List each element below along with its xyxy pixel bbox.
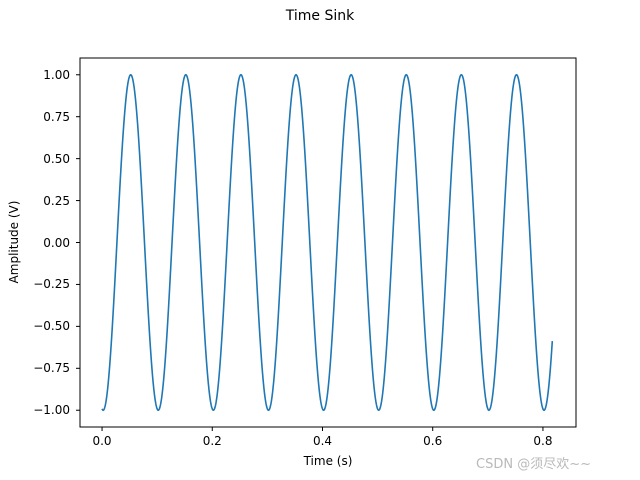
- x-tick-label: 0.6: [423, 434, 443, 448]
- x-tick-label: 0.8: [533, 434, 553, 448]
- y-tick-label: 0.75: [43, 109, 70, 124]
- x-tick-label: 0.0: [92, 434, 112, 448]
- y-tick-label: 1.00: [43, 67, 70, 82]
- x-tick-label: 0.4: [312, 434, 333, 448]
- chart-title: Time Sink: [285, 8, 355, 24]
- y-tick-label: 0.00: [43, 235, 70, 250]
- y-tick-label: −0.25: [33, 277, 70, 292]
- y-tick-label: −0.50: [33, 319, 70, 334]
- x-axis-label: Time (s): [303, 454, 353, 468]
- y-tick-marks: [76, 74, 80, 411]
- plot-area: [80, 58, 576, 427]
- x-tick-marks: [101, 427, 544, 431]
- y-tick-label: 0.50: [43, 151, 70, 166]
- y-tick-label: −1.00: [33, 403, 70, 418]
- y-tick-label: −0.75: [33, 361, 70, 376]
- watermark: CSDN @须尽欢~~: [476, 457, 591, 472]
- signal-line: [101, 73, 554, 412]
- y-axis-label: Amplitude (V): [7, 200, 21, 284]
- x-tick-label: 0.2: [202, 434, 222, 448]
- y-tick-label: 0.25: [43, 193, 70, 208]
